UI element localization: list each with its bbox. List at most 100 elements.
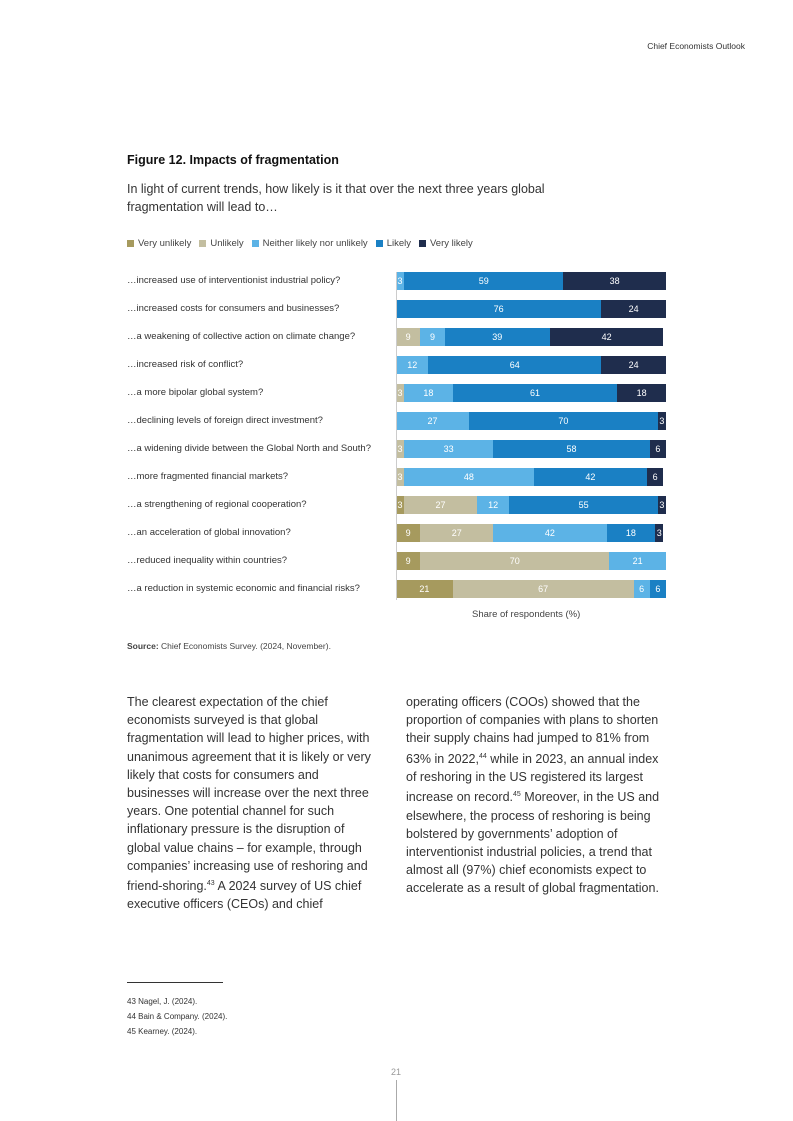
legend-item: Very likely: [418, 238, 473, 249]
bar-segment: 3: [657, 496, 666, 514]
legend-swatch: [199, 240, 207, 247]
chart-axis-line: [396, 272, 397, 600]
bar-row: 3 18 61 18: [396, 384, 666, 402]
bar-segment: 18: [606, 524, 656, 542]
category-label: …a more bipolar global system?: [127, 387, 264, 398]
bar-segment: 67: [452, 580, 634, 598]
body-text: A 2024 survey of US chief executive offi…: [127, 879, 362, 912]
data-label: 9: [405, 528, 411, 538]
bar-segment: 12: [396, 356, 429, 374]
footnote-ref[interactable]: 43: [206, 880, 215, 888]
data-label: 9: [405, 332, 411, 342]
data-label: 6: [652, 472, 658, 482]
bar-segment: 38: [563, 272, 666, 290]
data-label: 38: [609, 276, 620, 286]
body-column-1: The clearest expectation of the chief ec…: [127, 693, 372, 914]
data-label: 3: [397, 444, 403, 454]
data-label: 42: [585, 472, 596, 482]
data-label: 18: [423, 388, 434, 398]
source-text: Chief Economists Survey. (2024, November…: [158, 641, 331, 651]
bar-segment: 12: [476, 496, 510, 514]
category-label: …a reduction in systemic economic and fi…: [127, 583, 360, 594]
category-label: …a widening divide between the Global No…: [127, 443, 371, 454]
bar-row: 76 24: [396, 300, 666, 318]
data-label: 58: [566, 444, 577, 454]
body-text: while in 2023, an annual index of reshor…: [406, 751, 659, 805]
bar-segment: 39: [444, 328, 550, 346]
data-label: 3: [397, 388, 403, 398]
data-label: 48: [463, 472, 474, 482]
bar-segment: 3: [396, 440, 405, 458]
bar-segment: 24: [601, 356, 666, 374]
bar-segment: 6: [633, 580, 650, 598]
category-label: …increased use of interventionist indust…: [127, 275, 341, 286]
bar-segment: 3: [396, 384, 405, 402]
body-text: Moreover, in the US and elsewhere, the p…: [406, 790, 660, 896]
page-divider: [396, 1080, 397, 1121]
bar-segment: 3: [396, 468, 405, 486]
category-label: …declining levels of foreign direct inve…: [127, 415, 323, 426]
category-label: …increased risk of conflict?: [127, 359, 244, 370]
body-column-2: operating officers (COOs) showed that th…: [406, 693, 668, 898]
footnote-ref[interactable]: 44: [478, 752, 487, 760]
footnote-divider: [127, 982, 223, 983]
data-label: 42: [601, 332, 612, 342]
bar-row: 27 70 3: [396, 412, 666, 430]
category-label: …a strengthening of regional cooperation…: [127, 499, 307, 510]
data-label: 24: [628, 360, 639, 370]
data-label: 24: [628, 304, 639, 314]
bar-segment: 42: [549, 328, 664, 346]
bar-row: 9 70 21: [396, 552, 666, 570]
footnote: 45 Kearney. (2024).: [127, 1027, 198, 1036]
data-label: 70: [558, 416, 569, 426]
data-label: 21: [419, 584, 430, 594]
bar-segment: 70: [468, 412, 658, 430]
bar-row: 9 9 39 42: [396, 328, 666, 346]
bar-row: 3 33 58 6: [396, 440, 666, 458]
data-label: 70: [509, 556, 520, 566]
bar-segment: 42: [493, 524, 607, 542]
bar-segment: 33: [404, 440, 494, 458]
legend-label: Likely: [386, 238, 411, 249]
bar-segment: 48: [404, 468, 534, 486]
bar-segment: 27: [404, 496, 477, 514]
data-label: 21: [632, 556, 643, 566]
bar-row: 3 59 38: [396, 272, 666, 290]
legend-label: Unlikely: [210, 238, 244, 249]
category-label: …reduced inequality within countries?: [127, 555, 288, 566]
footnote-ref[interactable]: 45: [513, 791, 521, 799]
category-label: …more fragmented financial markets?: [127, 471, 289, 482]
legend-item: Unlikely: [199, 238, 244, 249]
figure-subtitle: In light of current trends, how likely i…: [127, 182, 545, 214]
bar-segment: 18: [617, 384, 666, 402]
legend-label: Very unlikely: [138, 238, 192, 249]
bar-segment: 76: [396, 300, 602, 318]
legend-label: Very likely: [429, 238, 473, 249]
data-label: 3: [659, 500, 665, 510]
bar-row: 9 27 42 18 3: [396, 524, 666, 542]
bar-segment: 9: [396, 524, 421, 542]
legend-label: Neither likely nor unlikely: [262, 238, 368, 249]
bar-segment: 61: [452, 384, 618, 402]
bar-segment: 9: [396, 552, 421, 570]
data-label: 3: [397, 500, 403, 510]
data-label: 18: [636, 388, 647, 398]
bar-segment: 27: [420, 524, 494, 542]
legend-swatch: [251, 240, 259, 247]
legend-item: Neither likely nor unlikely: [251, 238, 368, 249]
bar-segment: 59: [404, 272, 564, 290]
bar-segment: 6: [649, 440, 666, 458]
bar-segment: 21: [396, 580, 453, 598]
bar-row: 21 67 6 6: [396, 580, 666, 598]
bar-row: 12 64 24: [396, 356, 666, 374]
data-label: 67: [538, 584, 549, 594]
bar-segment: 9: [396, 328, 421, 346]
data-label: 76: [493, 304, 504, 314]
legend-swatch: [418, 240, 426, 247]
bar-segment: 27: [396, 412, 469, 430]
page-number: 21: [391, 1067, 402, 1077]
running-header: Chief Economists Outlook: [647, 41, 745, 51]
legend-swatch: [375, 240, 383, 247]
x-axis-label: Share of respondents (%): [472, 609, 581, 620]
data-label: 6: [655, 444, 661, 454]
